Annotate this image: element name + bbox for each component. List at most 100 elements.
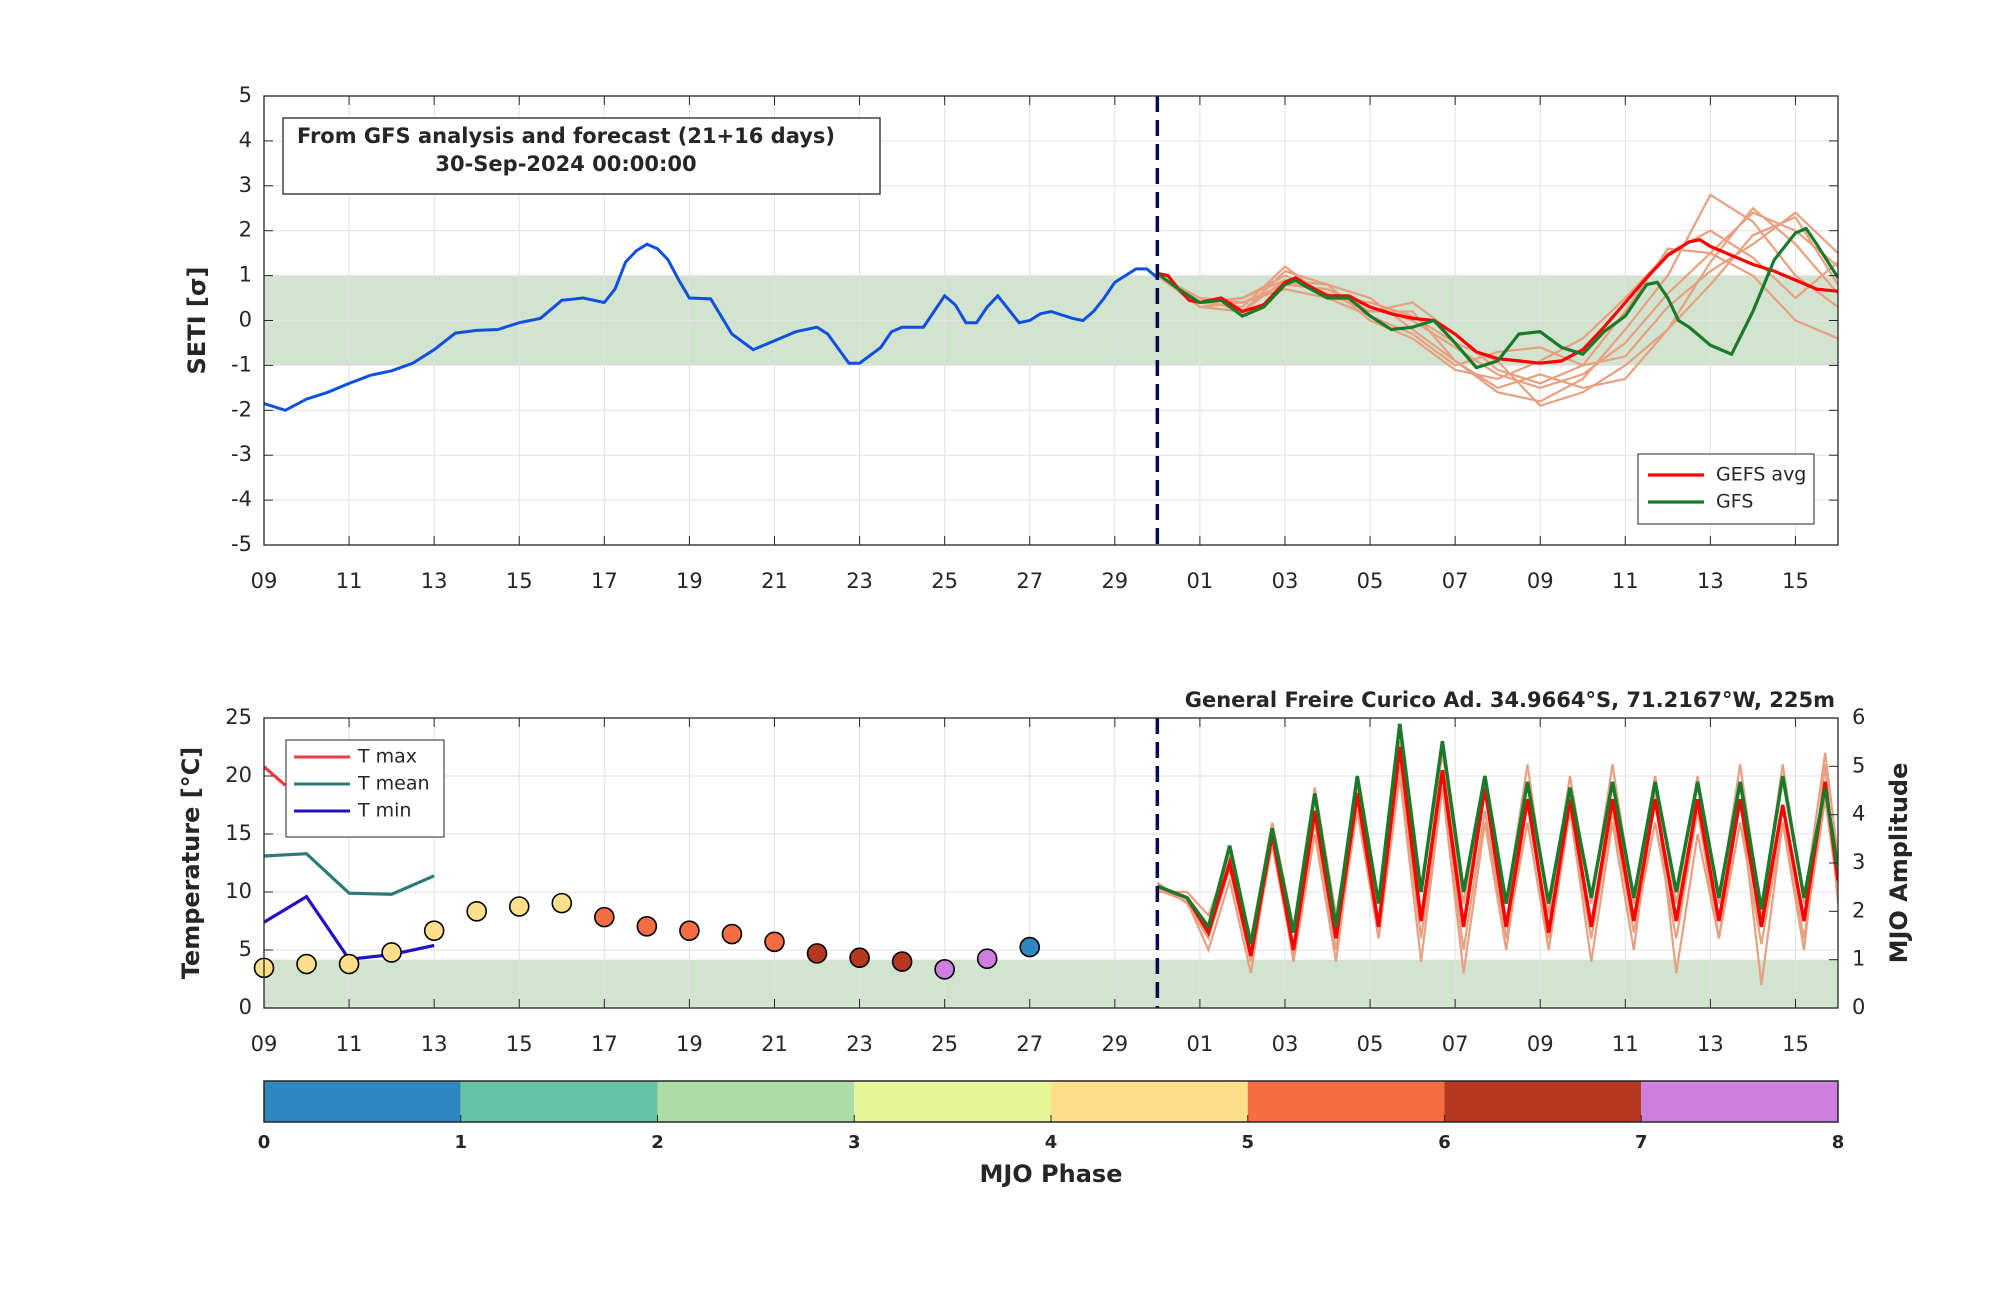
y-tick-label: 2 xyxy=(239,218,252,242)
x-tick-label: 15 xyxy=(506,569,533,593)
colorbar-tick-label: 8 xyxy=(1832,1132,1845,1153)
forecast-line xyxy=(1156,746,1838,957)
mjo-point xyxy=(891,951,913,972)
x-tick-label: 09 xyxy=(251,569,278,593)
colorbar-segment xyxy=(1051,1081,1248,1122)
x-tick-label: 11 xyxy=(1612,569,1639,593)
y2-tick-label: 1 xyxy=(1852,947,1865,971)
colorbar-tick-label: 1 xyxy=(454,1132,467,1153)
ensemble-member xyxy=(1156,215,1838,390)
x-tick-label: 07 xyxy=(1442,569,1469,593)
series-line xyxy=(264,852,435,896)
annotation-text: From GFS analysis and forecast (21+16 da… xyxy=(297,124,835,148)
y2-tick-label: 6 xyxy=(1852,705,1865,729)
series-line xyxy=(264,765,287,787)
y-tick-label: 1 xyxy=(239,263,252,287)
forecast-line xyxy=(1156,723,1838,945)
colorbar-segment xyxy=(1247,1081,1445,1122)
legend-label: GEFS avg xyxy=(1716,464,1806,486)
y2-tick-label: 0 xyxy=(1852,995,1865,1019)
normal-band xyxy=(264,959,1838,1008)
x-tick-label: 05 xyxy=(1357,1032,1384,1056)
x-tick-label: 13 xyxy=(421,1032,448,1056)
x-tick-label: 19 xyxy=(676,1032,703,1056)
x-tick-label: 11 xyxy=(336,1032,363,1056)
x-tick-label: 23 xyxy=(846,569,873,593)
legend-box xyxy=(1637,453,1815,525)
mjo-point xyxy=(976,948,998,970)
y-tick-label: 20 xyxy=(225,763,252,787)
annotation-text: 30-Sep-2024 00:00:00 xyxy=(435,152,696,176)
mjo-point xyxy=(296,953,317,975)
colorbar-label: MJO Phase xyxy=(979,1160,1122,1188)
colorbar-segment xyxy=(460,1081,658,1122)
y-tick-label: -1 xyxy=(231,352,252,376)
mjo-point xyxy=(551,892,573,914)
colorbar-tick-label: 7 xyxy=(1635,1132,1648,1153)
legend-label: GFS xyxy=(1716,491,1753,513)
x-tick-label: 05 xyxy=(1357,569,1384,593)
x-tick-label: 29 xyxy=(1101,1032,1128,1056)
x-tick-label: 27 xyxy=(1016,569,1043,593)
mjo-point xyxy=(594,906,615,928)
colorbar-segment xyxy=(854,1081,1051,1122)
x-tick-label: 15 xyxy=(1782,1032,1809,1056)
y2-tick-label: 4 xyxy=(1852,802,1865,826)
x-tick-label: 17 xyxy=(591,569,618,593)
series-line xyxy=(1156,226,1838,370)
colorbar-tick-label: 4 xyxy=(1045,1132,1058,1153)
mjo-point xyxy=(381,942,402,963)
mjo-point xyxy=(934,959,955,980)
series-line xyxy=(1157,238,1838,365)
mjo-point xyxy=(679,920,700,941)
axes-frame xyxy=(263,717,1839,1009)
mjo-point xyxy=(338,953,360,975)
y-tick-label: 25 xyxy=(225,705,252,729)
mjo-point xyxy=(636,916,658,937)
x-tick-label: 15 xyxy=(1782,569,1809,593)
x-tick-label: 13 xyxy=(1697,1032,1724,1056)
y-tick-label: 0 xyxy=(239,308,252,332)
colorbar-tick-label: 2 xyxy=(651,1132,664,1153)
legend-label: T max xyxy=(357,746,417,768)
ensemble-member xyxy=(1156,193,1838,403)
y-tick-label: 5 xyxy=(239,83,252,107)
colorbar-tick-label: 0 xyxy=(258,1132,271,1153)
mjo-point xyxy=(508,896,530,917)
x-tick-label: 27 xyxy=(1016,1032,1043,1056)
x-tick-label: 13 xyxy=(421,569,448,593)
legend-label: T min xyxy=(357,800,411,822)
ensemble-member xyxy=(1156,247,1838,367)
colorbar-tick-label: 3 xyxy=(848,1132,861,1153)
x-tick-label: 11 xyxy=(1612,1032,1639,1056)
y-tick-label: 5 xyxy=(239,937,252,961)
x-tick-label: 03 xyxy=(1272,569,1299,593)
mjo-point xyxy=(806,943,828,964)
x-tick-label: 13 xyxy=(1697,569,1724,593)
x-tick-label: 01 xyxy=(1187,569,1214,593)
mjo-point xyxy=(466,901,488,922)
y2-tick-label: 5 xyxy=(1852,753,1865,777)
y-tick-label: -2 xyxy=(231,397,252,421)
legend-label: T mean xyxy=(357,773,430,795)
y-tick-label: -3 xyxy=(231,442,252,466)
y-tick-label: -5 xyxy=(231,532,252,556)
annotation-box xyxy=(282,117,881,195)
axes-frame xyxy=(263,95,1839,546)
x-tick-label: 19 xyxy=(676,569,703,593)
ensemble-member xyxy=(1156,229,1838,381)
x-tick-label: 07 xyxy=(1442,1032,1469,1056)
x-tick-label: 09 xyxy=(1527,1032,1554,1056)
y-axis-label: SETI [σ] xyxy=(183,267,211,375)
x-tick-label: 21 xyxy=(761,1032,788,1056)
y-tick-label: 15 xyxy=(225,821,252,845)
y-tick-label: 10 xyxy=(225,879,252,903)
y-tick-label: 4 xyxy=(239,128,252,152)
colorbar-segment xyxy=(1641,1081,1838,1122)
y-axis-label: Temperature [°C] xyxy=(177,747,205,980)
mjo-point xyxy=(721,923,743,945)
x-tick-label: 21 xyxy=(761,569,788,593)
mjo-point xyxy=(1019,936,1041,958)
